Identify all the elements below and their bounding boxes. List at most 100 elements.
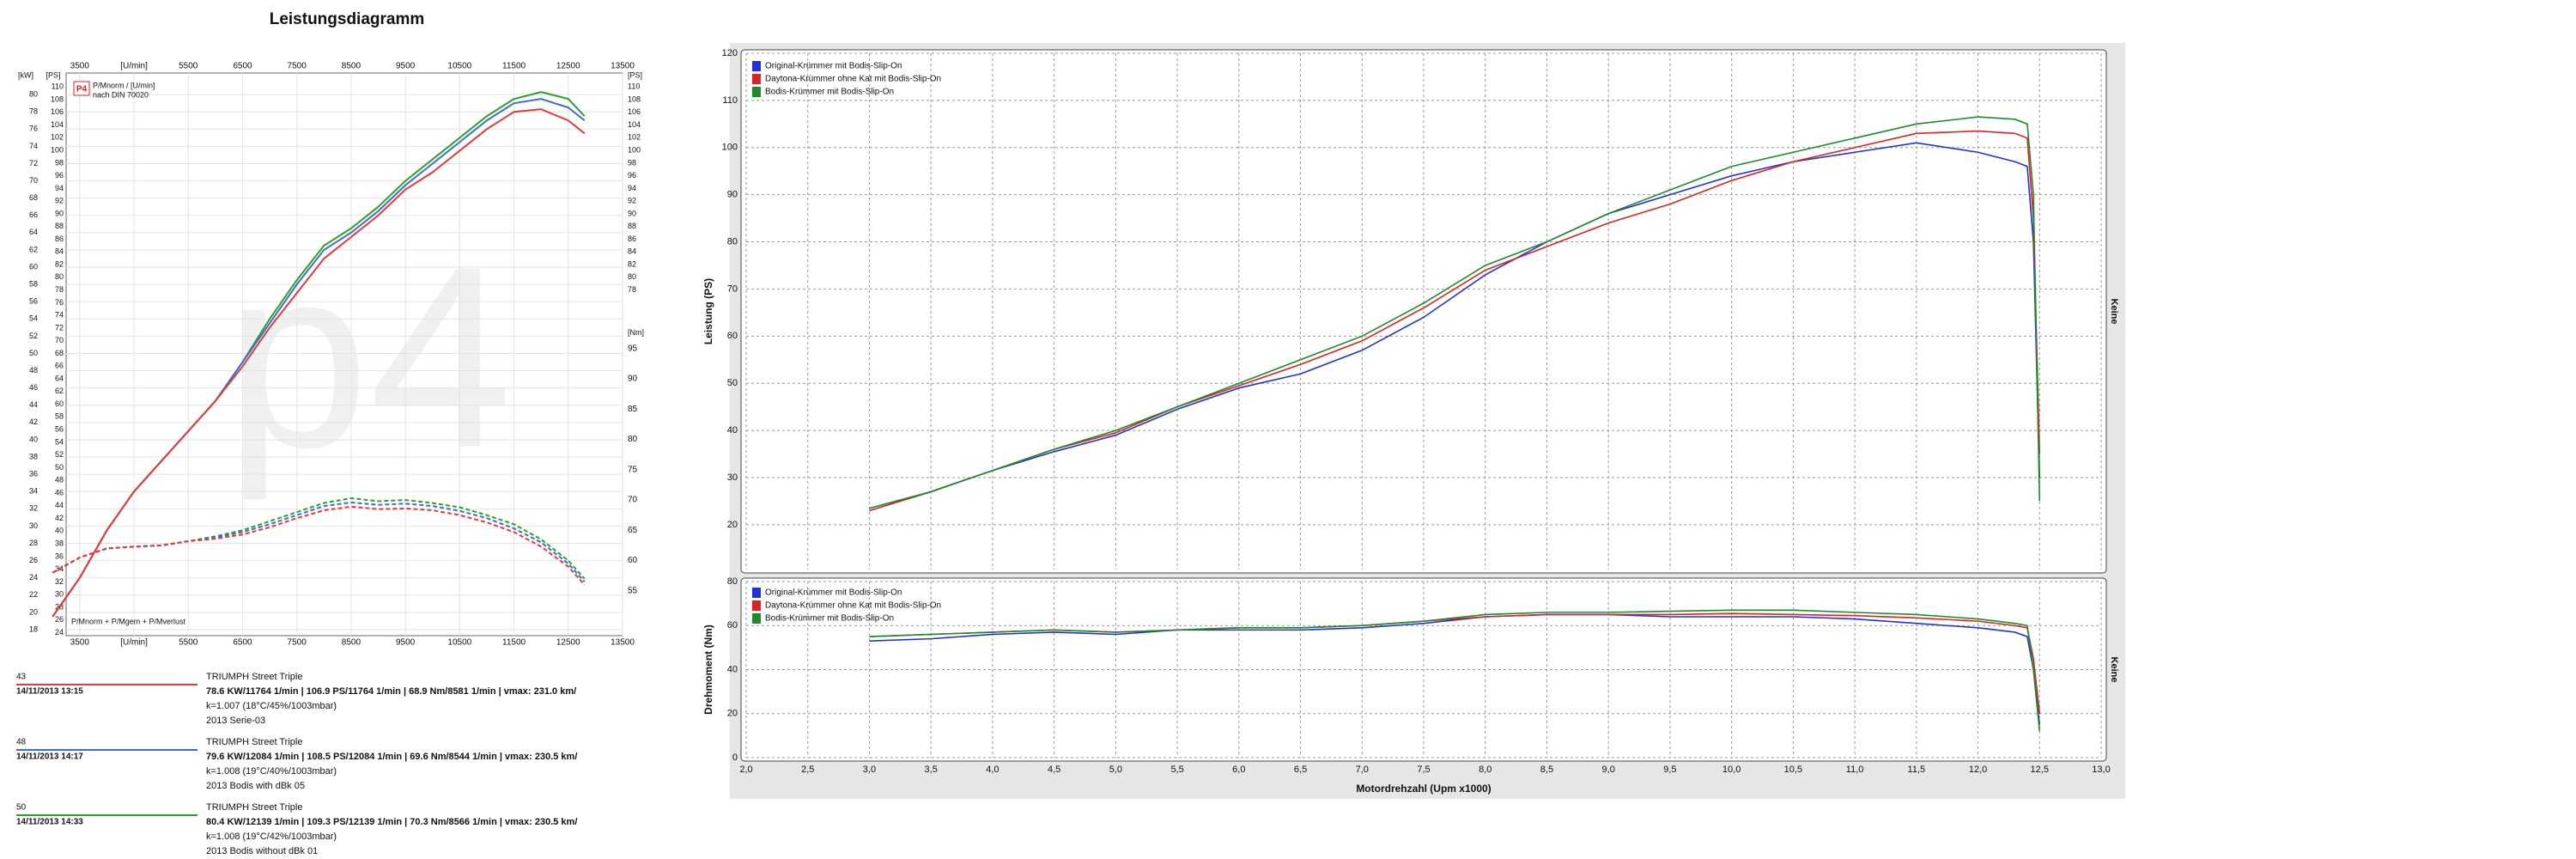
x-tick-label-bottom: 11500	[502, 638, 526, 648]
y-tick-label: 80	[727, 576, 738, 587]
ps-tick-label-right: 100	[628, 145, 641, 154]
ps-tick-label: 44	[55, 501, 64, 509]
kw-tick-label: 80	[29, 89, 38, 98]
kw-tick-label: 28	[29, 539, 38, 547]
x-tick-label-bottom: 10500	[447, 638, 471, 648]
run-detail: 2013 Bodis with dBk 05	[206, 781, 305, 791]
kw-tick-label: 78	[29, 107, 38, 116]
run-detail: 2013 Bodis without dBk 01	[206, 846, 318, 856]
series-line	[869, 130, 2041, 512]
kw-tick-label: 54	[29, 314, 38, 323]
ps-tick-label: 90	[55, 209, 64, 217]
y-tick-label: 40	[727, 425, 738, 436]
y-tick-label: 50	[727, 378, 738, 388]
legend-label: Daytona-Krümmer ohne Kat mit Bodis-Slip-…	[765, 75, 941, 84]
nm-tick-label: 55	[628, 586, 638, 595]
kw-tick-label: 62	[29, 245, 38, 253]
ps-tick-label: 68	[55, 349, 64, 357]
x-tick-label: 3,0	[863, 765, 876, 775]
kw-tick-label: 50	[29, 349, 38, 357]
x-tick-label: 5,5	[1170, 765, 1183, 775]
y-tick-label: 110	[722, 95, 738, 106]
ps-tick-label: 74	[55, 311, 64, 320]
x-tick-label-top: 11500	[502, 62, 526, 71]
x-tick-label-bottom: 5500	[179, 638, 198, 648]
ps-tick-label: 50	[55, 463, 64, 472]
ps-axis-label: [PS]	[46, 70, 60, 79]
x-tick-label: 13,0	[2092, 765, 2110, 775]
ps-axis-label-right: [PS]	[628, 70, 642, 79]
y-axis-title: Leistung (PS)	[702, 278, 714, 344]
y-tick-label: 20	[727, 520, 738, 530]
y-axis-title: Drehmoment (Nm)	[702, 624, 714, 715]
x-tick-label: 9,0	[1602, 765, 1615, 775]
ps-tick-label: 54	[55, 437, 64, 446]
x-tick-label-bottom: 3500	[70, 638, 90, 648]
kw-tick-label: 70	[29, 176, 38, 185]
x-tick-label: 3,5	[925, 765, 938, 775]
ps-tick-label: 38	[55, 539, 64, 547]
kw-tick-label: 32	[29, 504, 38, 513]
y-tick-label: 40	[727, 664, 738, 674]
y-tick-label: 30	[727, 472, 738, 483]
ps-tick-label: 48	[55, 476, 64, 484]
run-detail: TRIUMPH Street Triple	[206, 802, 302, 813]
ps-tick-label-right: 102	[628, 133, 641, 142]
nm-axis-label: [Nm]	[628, 328, 644, 337]
x-tick-label-top: 10500	[447, 62, 471, 71]
run-detail: k=1.007 (18°C/45%/1003mbar)	[206, 701, 337, 711]
ps-tick-label: 24	[55, 628, 64, 637]
ps-tick-label: 32	[55, 577, 64, 586]
run-detail: 80.4 KW/12139 1/min | 109.3 PS/12139 1/m…	[206, 817, 577, 827]
kw-tick-label: 46	[29, 383, 38, 392]
kw-tick-label: 30	[29, 521, 38, 530]
ps-tick-label: 58	[55, 412, 64, 421]
kw-tick-label: 68	[29, 193, 38, 202]
side-label: Keine	[2109, 299, 2119, 325]
x-tick-label-bottom: 6500	[233, 638, 252, 648]
ps-tick-label-right: 110	[628, 82, 640, 91]
series-line	[52, 497, 586, 580]
x-tick-label-bottom: 9500	[396, 638, 416, 648]
y-tick-label: 70	[727, 283, 738, 294]
legend-swatch	[752, 74, 761, 84]
ps-tick-label: 78	[55, 285, 64, 294]
nm-tick-label: 90	[628, 375, 638, 384]
y-tick-label: 90	[727, 190, 738, 200]
kw-tick-label: 34	[29, 487, 38, 496]
x-tick-label: 10,5	[1784, 765, 1802, 775]
y-tick-label: 60	[727, 620, 738, 631]
run-detail: 2013 Serie-03	[206, 716, 265, 726]
ps-tick-label-right: 96	[628, 171, 636, 180]
ps-tick-label-right: 86	[628, 235, 636, 243]
ps-tick-label-right: 94	[628, 184, 636, 192]
y-tick-label: 0	[732, 752, 738, 763]
ps-tick-label-right: 106	[628, 107, 641, 116]
y-tick-label: 100	[722, 143, 738, 153]
series-line	[52, 108, 586, 618]
kw-tick-label: 20	[29, 607, 38, 616]
ps-tick-label: 86	[55, 235, 64, 243]
x-tick-label: 2,0	[739, 765, 752, 775]
footer-note: P/Mnorm + P/Mgem + P/Mverlust	[71, 617, 186, 625]
kw-tick-label: 22	[29, 590, 38, 599]
legend-label: Bodis-Krümmer mit Bodis-Slip-On	[765, 614, 894, 624]
x-tick-label: 8,0	[1479, 765, 1492, 775]
ps-tick-label-right: 108	[628, 94, 641, 103]
x-tick-label-top: 7500	[288, 62, 307, 71]
ps-tick-label-right: 84	[628, 247, 636, 256]
kw-tick-label: 44	[29, 400, 38, 409]
ps-tick-label-right: 90	[628, 209, 636, 217]
series-line	[869, 609, 2041, 732]
ps-tick-label-right: 92	[628, 197, 636, 205]
ps-tick-label: 110	[52, 82, 64, 91]
run-datetime: 14/11/2013 13:15	[16, 687, 83, 697]
ps-tick-label: 60	[55, 399, 64, 408]
x-tick-label-top: 12500	[556, 62, 580, 71]
nm-tick-label: 85	[628, 405, 638, 414]
legend-box-text: nach DIN 70020	[93, 90, 149, 99]
kw-axis-label: [kW]	[18, 70, 33, 79]
kw-tick-label: 52	[29, 332, 38, 340]
ps-tick-label: 96	[55, 171, 64, 180]
legend-label: Original-Krümmer mit Bodis-Slip-On	[765, 62, 902, 71]
